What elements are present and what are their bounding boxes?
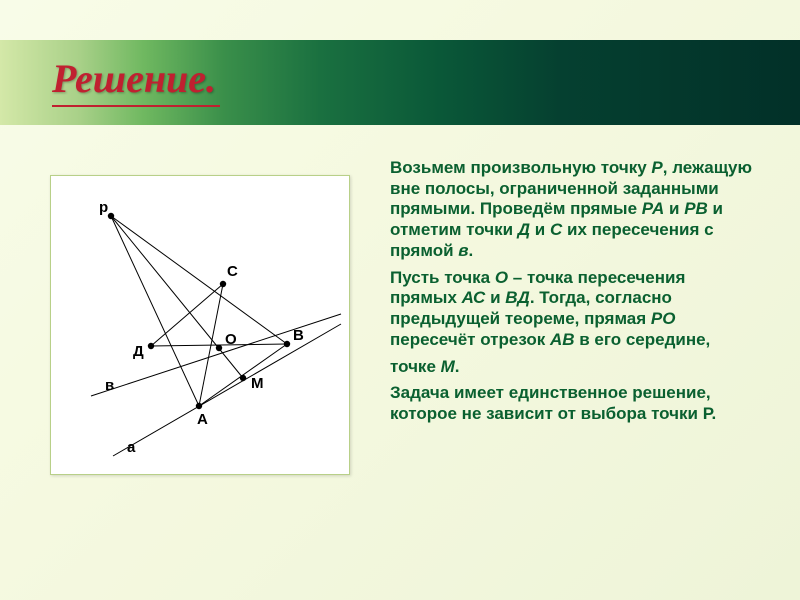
svg-text:в: в [105, 377, 114, 394]
text: пересечёт отрезок [390, 330, 550, 349]
var-BD: ВД [505, 288, 530, 307]
diagram-svg: р С Д О В М Ав а [51, 176, 351, 476]
paragraph-1: Возьмем произвольную точку Р, лежащую вн… [390, 158, 755, 262]
var-O: О [495, 268, 508, 287]
text: точке [390, 357, 441, 376]
var-PA: РА [642, 199, 665, 218]
text: и [530, 220, 550, 239]
svg-text:А: А [197, 411, 208, 428]
slide-title: Решение. [52, 55, 216, 102]
text: Пусть точка [390, 268, 495, 287]
paragraph-2: Пусть точка О – точка пересечения прямых… [390, 268, 755, 351]
text: и [485, 288, 505, 307]
svg-text:С: С [227, 263, 238, 280]
svg-text:р: р [99, 199, 108, 216]
geometry-diagram: р С Д О В М Ав а [50, 175, 350, 475]
svg-text:В: В [293, 327, 304, 344]
paragraph-3: точке М. [390, 357, 755, 378]
var-AB: АВ [550, 330, 575, 349]
text: Возьмем произвольную точку [390, 158, 651, 177]
text: в его середине, [575, 330, 711, 349]
solution-text: Возьмем произвольную точку Р, лежащую вн… [390, 158, 755, 431]
var-M: М [441, 357, 455, 376]
text: и [664, 199, 684, 218]
title-underline [52, 105, 220, 107]
svg-text:Д: Д [133, 343, 144, 360]
var-PO: РО [651, 309, 676, 328]
var-C: С [550, 220, 562, 239]
svg-text:а: а [127, 439, 136, 456]
svg-text:М: М [251, 375, 264, 392]
var-P: Р [651, 158, 662, 177]
var-D: Д [518, 220, 530, 239]
text: . [455, 357, 460, 376]
var-v: в [458, 241, 468, 260]
svg-text:О: О [225, 331, 237, 348]
text: . [469, 241, 474, 260]
var-PB: РВ [684, 199, 708, 218]
var-AC: АС [462, 288, 486, 307]
paragraph-4: Задача имеет единственное решение, котор… [390, 383, 755, 424]
